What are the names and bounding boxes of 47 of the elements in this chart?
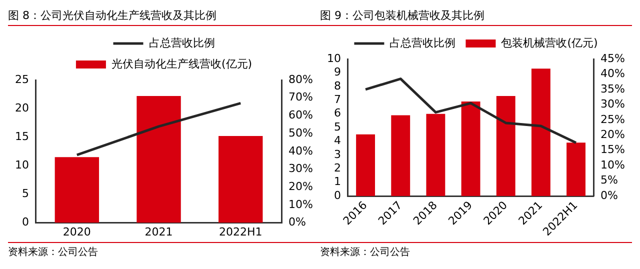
x-tick-label: 2021 [144,225,173,238]
legend-label: 占总营收比例 [390,36,456,50]
y-tick-label: 8 [334,79,341,92]
y-tick-label: 10 [14,158,29,172]
y-tick-label: 3 [334,148,341,161]
y-tick-label: 5 [22,187,29,200]
y2-tick-label: 35% [600,82,626,96]
y-tick-label: 9 [334,66,341,79]
y2-tick-label: 0% [600,188,618,202]
y2-tick-label: 60% [288,108,314,122]
y-tick-label: 6 [334,106,341,120]
y-tick-label: 5 [334,120,341,134]
y2-tick-label: 40% [600,67,626,80]
y-tick-label: 25 [14,72,29,86]
y-tick-label: 10 [326,52,341,65]
y-tick-label: 2 [334,162,341,175]
y2-tick-label: 10% [288,198,314,211]
y2-tick-label: 20% [288,180,314,193]
y2-tick-label: 15% [600,143,626,156]
x-tick-label: 2022H1 [218,225,262,238]
legend-label: 光伏自动化生产线营收(亿元) [111,57,252,70]
y2-tick-label: 45% [600,52,626,65]
y2-tick-label: 20% [600,128,626,142]
legend-label: 占总营收比例 [148,36,215,50]
y-tick-label: 7 [334,92,341,106]
y-tick-label: 15 [14,130,29,143]
y-tick-label: 20 [14,101,29,114]
legend-label: 包装机械营收(亿元) [501,36,598,50]
y2-tick-label: 40% [288,144,314,158]
y2-tick-label: 30% [600,98,626,111]
y2-tick-label: 50% [288,126,314,140]
x-tick-label: 2020 [62,225,91,238]
y-tick-label: 0 [334,188,341,202]
y2-tick-label: 80% [288,72,314,86]
chart-title: 图 8：公司光伏自动化生产线营收及其比例 [8,8,320,26]
y2-tick-label: 25% [600,112,626,126]
y2-tick-label: 10% [600,158,626,172]
text: 资料来源：公司公告 [8,245,320,259]
y-tick-label: 1 [334,175,341,188]
y2-tick-label: 30% [288,162,314,176]
y-tick-label: 4 [334,134,341,148]
y-tick-label: 0 [22,216,29,229]
chart-title: 图 9：公司包装机械营收及其比例 [320,8,632,26]
y2-tick-label: 0% [288,216,306,229]
text: 资料来源：公司公告 [320,245,632,259]
y2-tick-label: 70% [288,90,314,104]
y2-tick-label: 5% [600,174,618,187]
